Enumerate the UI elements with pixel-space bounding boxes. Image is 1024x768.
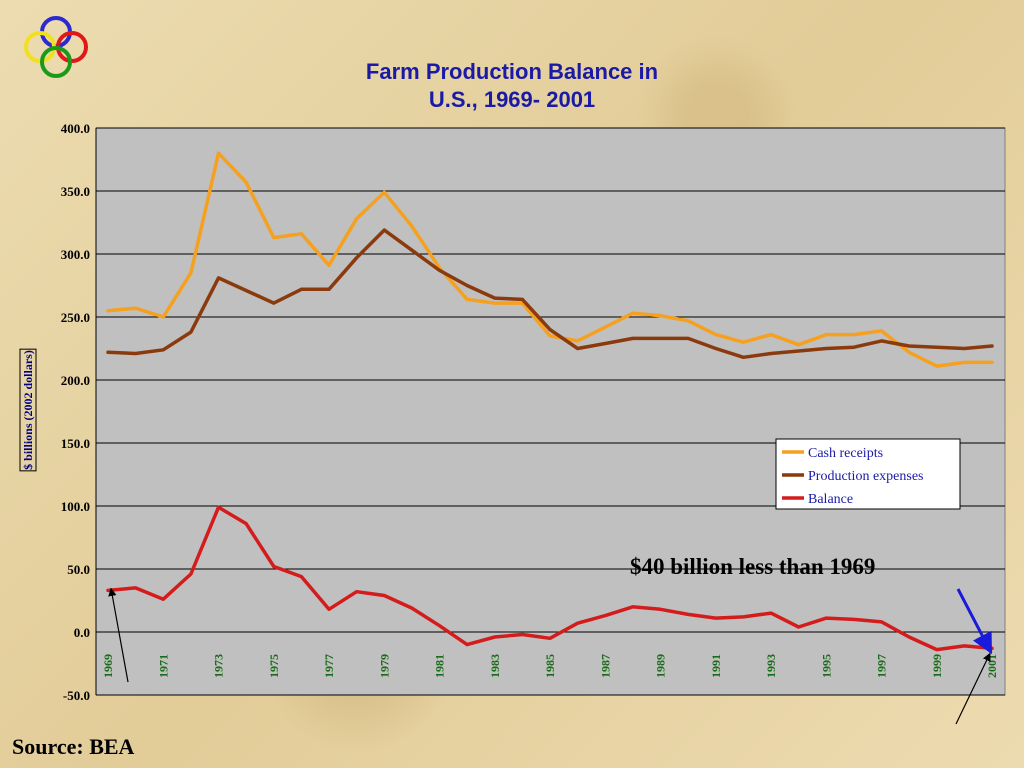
legend-entry: Cash receipts: [808, 446, 883, 461]
x-tick-label: 1971: [156, 654, 170, 678]
series-line-cash-receipts: [106, 151, 994, 368]
y-tick-label: 0.0: [74, 625, 90, 640]
four-rings-icon: [24, 16, 88, 78]
series-line-balance: [106, 505, 994, 652]
source-note: Source: BEA: [12, 734, 135, 759]
annotation-text: $40 billion less than 1969: [630, 554, 876, 579]
x-tick-label: 1985: [543, 654, 557, 678]
y-tick-label: 250.0: [61, 310, 90, 325]
annotation-arrow: [956, 588, 993, 655]
x-tick-label: 1973: [212, 654, 226, 678]
y-tick-label: 150.0: [61, 436, 90, 451]
y-tick-label: 200.0: [61, 373, 90, 388]
y-axis-label-box: [19, 348, 37, 472]
y-tick-label: 350.0: [61, 184, 90, 199]
y-axis-label: $ billions (2002 dollars): [21, 350, 35, 470]
y-tick-label: 400.0: [61, 121, 90, 136]
plot-area: [95, 127, 1006, 696]
x-tick-label: 2001: [985, 654, 999, 678]
x-tick-label: 1999: [930, 654, 944, 678]
chart-title: Farm Production Balance in U.S., 1969- 2…: [262, 58, 762, 114]
y-tick-label: 300.0: [61, 247, 90, 262]
x-tick-label: 1979: [377, 654, 391, 678]
x-tick-label: 1995: [819, 654, 833, 678]
legend-entry: Balance: [808, 492, 853, 507]
series-line-production-expenses: [106, 228, 994, 360]
x-tick-label: 1997: [875, 654, 889, 678]
legend: [775, 438, 961, 510]
x-tick-label: 1981: [433, 654, 447, 678]
x-tick-label: 1989: [654, 654, 668, 678]
chart-title-line-1: Farm Production Balance in: [365, 59, 659, 84]
x-tick-label: 1991: [709, 654, 723, 678]
x-tick-label: 1987: [598, 654, 612, 678]
x-tick-label: 1983: [488, 654, 502, 678]
chart-title-line-2: U.S., 1969- 2001: [428, 87, 596, 112]
y-tick-label: 50.0: [67, 562, 90, 577]
y-tick-label: 100.0: [61, 499, 90, 514]
x-tick-label: 1969: [101, 654, 115, 678]
arrow-2001: [955, 652, 991, 725]
x-tick-label: 1993: [764, 654, 778, 678]
x-tick-label: 1977: [322, 654, 336, 678]
y-tick-label: -50.0: [63, 688, 90, 703]
legend-entry: Production expenses: [808, 469, 923, 484]
arrow-1969: [108, 587, 129, 683]
x-tick-label: 1975: [267, 654, 281, 678]
